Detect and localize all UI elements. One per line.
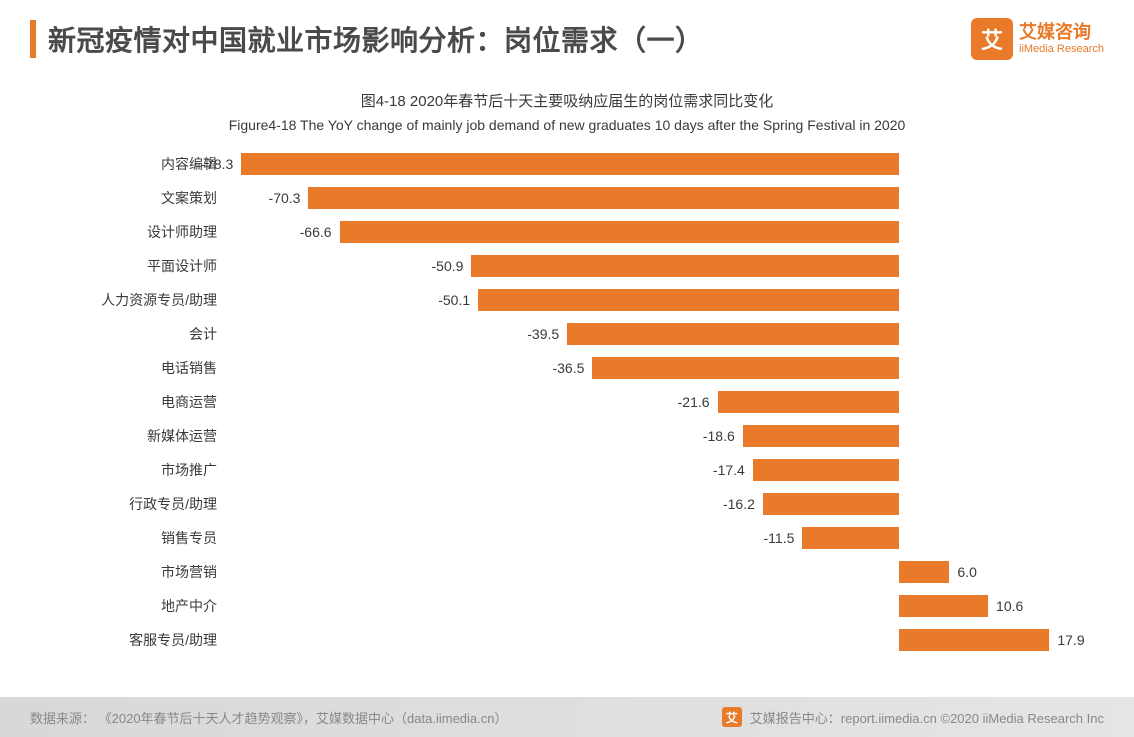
chart-title-en: Figure4-18 The YoY change of mainly job … <box>60 117 1074 133</box>
brand-text: 艾媒咨询 iiMedia Research <box>1019 23 1104 55</box>
chart-row: 设计师助理 -66.6 <box>67 215 1067 249</box>
value-label: -16.2 <box>723 493 755 515</box>
value-label: -50.1 <box>438 289 470 311</box>
title-accent-bar <box>30 20 36 58</box>
plot-cell: -17.4 <box>227 453 1067 487</box>
bar <box>308 187 899 209</box>
bar <box>241 153 899 175</box>
brand-name-en: iiMedia Research <box>1019 43 1104 55</box>
bar <box>899 595 988 617</box>
bar <box>592 357 899 379</box>
chart-row: 客服专员/助理17.9 <box>67 623 1067 657</box>
plot-cell: -66.6 <box>227 215 1067 249</box>
value-label: -50.9 <box>432 255 464 277</box>
category-label: 会计 <box>67 324 227 344</box>
value-label: -11.5 <box>764 527 795 549</box>
category-label: 市场推广 <box>67 460 227 480</box>
brand: 艾 艾媒咨询 iiMedia Research <box>971 18 1104 60</box>
bar <box>802 527 899 549</box>
plot-cell: 6.0 <box>227 555 1067 589</box>
bar <box>743 425 899 447</box>
plot-cell: -18.6 <box>227 419 1067 453</box>
value-label: 17.9 <box>1057 629 1084 651</box>
chart-row: 新媒体运营 -18.6 <box>67 419 1067 453</box>
footer-source-label: 数据来源： <box>30 711 95 726</box>
category-label: 销售专员 <box>67 528 227 548</box>
chart-row: 销售专员 -11.5 <box>67 521 1067 555</box>
chart-row: 市场营销 6.0 <box>67 555 1067 589</box>
footer: 数据来源： 《2020年春节后十天人才趋势观察》，艾媒数据中心（data.iim… <box>0 697 1134 737</box>
plot-cell: -21.6 <box>227 385 1067 419</box>
bar <box>763 493 899 515</box>
bar <box>899 561 949 583</box>
category-label: 平面设计师 <box>67 256 227 276</box>
footer-right-text: 艾媒报告中心：report.iimedia.cn ©2020 iiMedia R… <box>750 708 1104 727</box>
page-title: 新冠疫情对中国就业市场影响分析：岗位需求（一） <box>48 19 704 59</box>
chart-row: 文案策划 -70.3 <box>67 181 1067 215</box>
category-label: 设计师助理 <box>67 222 227 242</box>
chart-title-cn: 图4-18 2020年春节后十天主要吸纳应届生的岗位需求同比变化 <box>60 90 1074 111</box>
value-label: -17.4 <box>713 459 745 481</box>
category-label: 电商运营 <box>67 392 227 412</box>
chart-row: 会计 -39.5 <box>67 317 1067 351</box>
chart-row: 电商运营 -21.6 <box>67 385 1067 419</box>
footer-right: 艾 艾媒报告中心：report.iimedia.cn ©2020 iiMedia… <box>722 707 1104 727</box>
chart-row: 市场推广 -17.4 <box>67 453 1067 487</box>
plot-cell: -70.3 <box>227 181 1067 215</box>
category-label: 市场营销 <box>67 562 227 582</box>
category-label: 新媒体运营 <box>67 426 227 446</box>
bar <box>899 629 1049 651</box>
value-label: -21.6 <box>678 391 710 413</box>
category-label: 电话销售 <box>67 358 227 378</box>
footer-logo-icon: 艾 <box>722 707 742 727</box>
chart-row: 人力资源专员/助理 -50.1 <box>67 283 1067 317</box>
chart-row: 电话销售 -36.5 <box>67 351 1067 385</box>
plot-cell: -11.5 <box>227 521 1067 555</box>
brand-name-cn: 艾媒咨询 <box>1019 23 1104 43</box>
bar <box>478 289 899 311</box>
chart-row: 平面设计师 -50.9 <box>67 249 1067 283</box>
value-label: -39.5 <box>527 323 559 345</box>
value-label: -78.3 <box>201 153 233 175</box>
footer-source: 数据来源： 《2020年春节后十天人才趋势观察》，艾媒数据中心（data.iim… <box>30 708 508 727</box>
category-label: 行政专员/助理 <box>67 494 227 514</box>
footer-source-text: 《2020年春节后十天人才趋势观察》，艾媒数据中心（data.iimedia.c… <box>99 711 508 726</box>
plot-cell: -36.5 <box>227 351 1067 385</box>
category-label: 地产中介 <box>67 596 227 616</box>
bar <box>753 459 899 481</box>
bar <box>718 391 899 413</box>
plot-cell: -39.5 <box>227 317 1067 351</box>
chart-row: 行政专员/助理 -16.2 <box>67 487 1067 521</box>
category-label: 人力资源专员/助理 <box>67 290 227 310</box>
chart-row: 内容编辑-78.3 <box>67 147 1067 181</box>
bar <box>340 221 899 243</box>
value-label: -70.3 <box>269 187 301 209</box>
plot-cell: -78.3 <box>227 147 1067 181</box>
category-label: 客服专员/助理 <box>67 630 227 650</box>
plot-cell: 10.6 <box>227 589 1067 623</box>
category-label: 文案策划 <box>67 188 227 208</box>
plot-cell: -16.2 <box>227 487 1067 521</box>
bar <box>567 323 899 345</box>
chart-area: 图4-18 2020年春节后十天主要吸纳应届生的岗位需求同比变化 Figure4… <box>0 60 1134 657</box>
value-label: 6.0 <box>957 561 976 583</box>
plot-cell: -50.1 <box>227 283 1067 317</box>
plot-cell: 17.9 <box>227 623 1067 657</box>
header: 新冠疫情对中国就业市场影响分析：岗位需求（一） 艾 艾媒咨询 iiMedia R… <box>0 0 1134 60</box>
chart-row: 地产中介 10.6 <box>67 589 1067 623</box>
value-label: -66.6 <box>300 221 332 243</box>
value-label: -18.6 <box>703 425 735 447</box>
plot-cell: -50.9 <box>227 249 1067 283</box>
value-label: -36.5 <box>552 357 584 379</box>
title-wrap: 新冠疫情对中国就业市场影响分析：岗位需求（一） <box>30 19 704 59</box>
value-label: 10.6 <box>996 595 1023 617</box>
bar-chart: 内容编辑-78.3 文案策划 -70.3 设计师助理 -66.6 平面设计师 -50.9 人力… <box>67 147 1067 657</box>
bar <box>471 255 899 277</box>
brand-logo-icon: 艾 <box>971 18 1013 60</box>
